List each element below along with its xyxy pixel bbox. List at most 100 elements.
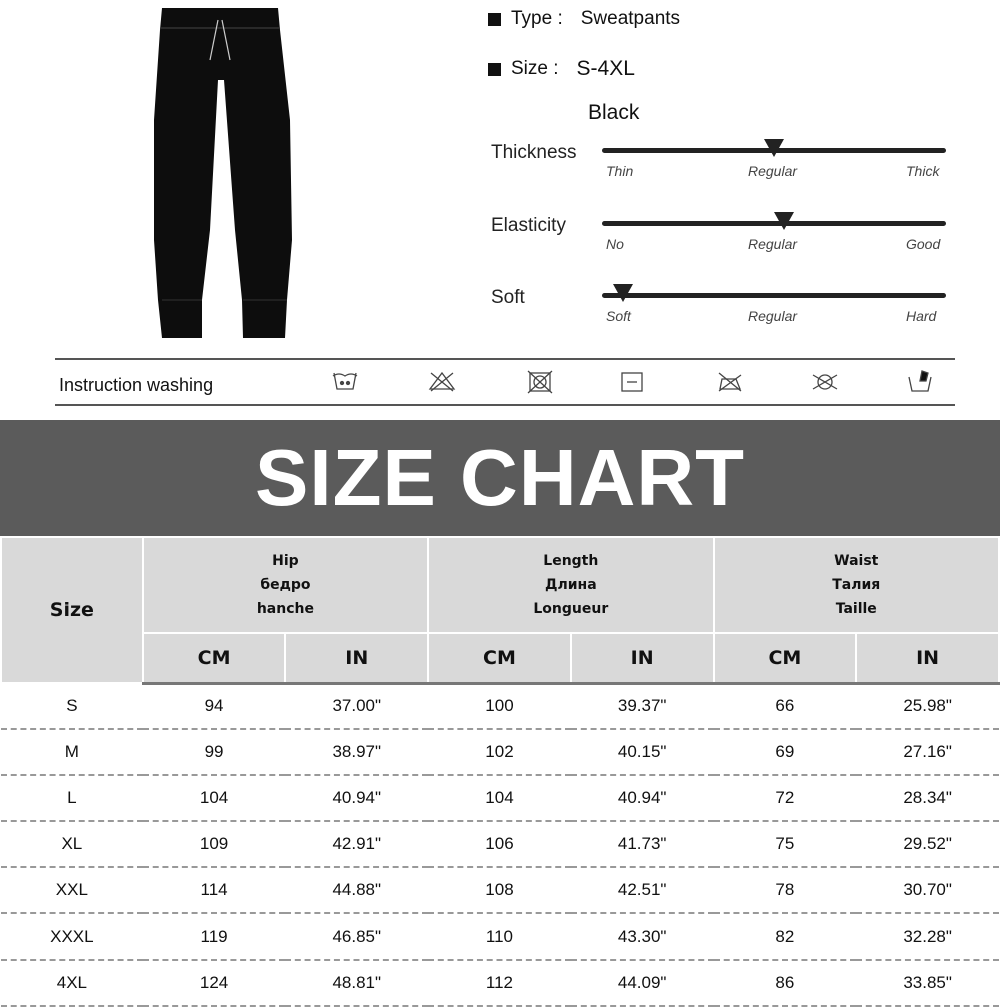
table-cell: 46.85" <box>285 913 429 961</box>
table-cell: 110 <box>428 913 571 961</box>
table-cell: 66 <box>713 683 857 731</box>
divider <box>55 404 955 406</box>
table-cell: 104 <box>142 775 286 823</box>
table-cell: 25.98" <box>856 683 999 731</box>
table-cell: 78 <box>713 867 857 915</box>
color-value: Black <box>588 101 640 124</box>
scale-max: Good <box>906 236 941 252</box>
table-cell: 108 <box>428 867 571 915</box>
banner-title: SIZE CHART <box>255 433 745 522</box>
header-line: Taille <box>835 601 877 617</box>
header-line: Longueur <box>533 601 609 617</box>
size-header: Size <box>0 536 144 684</box>
table-cell: 119 <box>142 913 286 961</box>
attribute-track <box>602 221 946 226</box>
table-cell: 106 <box>428 821 571 869</box>
table-row: XXXL 119 46.85" 110 43.30" 82 32.28" <box>1 913 999 961</box>
scale-max: Thick <box>906 163 940 179</box>
header-line: Hip <box>272 553 299 569</box>
table-cell: 82 <box>713 913 857 961</box>
header-line: Waist <box>834 553 879 569</box>
table-row: XXL 114 44.88" 108 42.51" 78 30.70" <box>1 867 999 915</box>
scale-min: No <box>606 236 624 252</box>
hip-header: Hip бедро hanche <box>141 536 430 634</box>
washing-label: Instruction washing <box>59 375 214 395</box>
dry-flat-icon <box>621 372 643 392</box>
level-marker-icon <box>774 212 795 230</box>
table-cell: 99 <box>142 729 286 777</box>
table-cell: 100 <box>428 683 571 731</box>
attribute-label: Thickness <box>491 142 577 163</box>
scale-mid: Regular <box>748 308 798 324</box>
table-row: M 99 38.97" 102 40.15" 69 27.16" <box>1 729 999 777</box>
table-cell: 40.15" <box>570 729 714 777</box>
attribute-label: Soft <box>491 287 525 308</box>
scale-max: Hard <box>906 308 937 324</box>
type-label: Type : <box>511 8 563 29</box>
wash-30-icon <box>332 372 358 390</box>
table-cell: XL <box>1 821 143 869</box>
table-cell: 109 <box>142 821 286 869</box>
divider <box>55 358 955 360</box>
table-row: S 94 37.00" 100 39.37" 66 25.98" <box>1 683 999 731</box>
table-cell: 33.85" <box>856 959 999 1007</box>
header-line: Длина <box>545 577 597 593</box>
table-cell: 40.94" <box>570 775 714 823</box>
size-table: Size Hip бедро hanche Length Длина Longueur … <box>0 536 1000 1007</box>
level-marker-icon <box>764 139 784 157</box>
table-cell: 44.88" <box>285 867 429 915</box>
table-cell: 104 <box>428 775 571 823</box>
table-cell: 43.30" <box>570 913 714 961</box>
bullet-icon <box>488 12 501 26</box>
table-cell: 69 <box>713 729 857 777</box>
unit-header: IN <box>569 632 715 685</box>
table-cell: XXXL <box>1 913 143 961</box>
scale-min: Soft <box>606 308 631 324</box>
table-cell: 86 <box>713 959 857 1007</box>
table-cell: 44.09" <box>570 959 714 1007</box>
table-cell: 72 <box>713 775 857 823</box>
table-cell: 30.70" <box>856 867 999 915</box>
unit-header: CM <box>141 632 287 685</box>
table-row: L 104 40.94" 104 40.94" 72 28.34" <box>1 775 999 823</box>
table-cell: 38.97" <box>285 729 429 777</box>
unit-header: IN <box>284 632 430 685</box>
table-cell: 94 <box>142 683 286 731</box>
table-cell: 42.51" <box>570 867 714 915</box>
table-cell: 124 <box>142 959 286 1007</box>
type-spec: Type : Sweatpants <box>488 8 680 30</box>
no-tumble-dry-icon <box>527 370 553 394</box>
attribute-label: Elasticity <box>491 215 566 236</box>
table-cell: 32.28" <box>856 913 999 961</box>
size-chart-banner: SIZE CHART <box>0 420 1000 536</box>
table-cell: 39.37" <box>570 683 714 731</box>
table-cell: 114 <box>142 867 286 915</box>
unit-header: CM <box>712 632 858 685</box>
header-line: бедро <box>260 577 311 593</box>
table-cell: 102 <box>428 729 571 777</box>
table-cell: 41.73" <box>570 821 714 869</box>
no-bleach-icon <box>428 371 456 392</box>
table-cell: M <box>1 729 143 777</box>
sweatpants-image <box>154 8 292 338</box>
size-spec: Size : S-4XL <box>488 57 635 81</box>
table-cell: 42.91" <box>285 821 429 869</box>
table-cell: 112 <box>428 959 571 1007</box>
type-value: Sweatpants <box>580 8 681 29</box>
table-cell: 27.16" <box>856 729 999 777</box>
table-cell: 48.81" <box>285 959 429 1007</box>
level-marker-icon <box>612 284 633 302</box>
unit-header: CM <box>427 632 572 685</box>
hand-wash-icon <box>908 370 932 392</box>
header-line: Талия <box>832 577 881 593</box>
table-cell: 40.94" <box>285 775 429 823</box>
table-cell: 29.52" <box>856 821 999 869</box>
table-cell: S <box>1 683 143 731</box>
table-row: XL 109 42.91" 106 41.73" 75 29.52" <box>1 821 999 869</box>
table-cell: 4XL <box>1 959 143 1007</box>
bullet-icon <box>488 62 501 76</box>
header-line: Length <box>543 553 599 569</box>
size-value: S-4XL <box>576 57 635 80</box>
table-cell: XXL <box>1 867 143 915</box>
table-cell: 28.34" <box>856 775 999 823</box>
